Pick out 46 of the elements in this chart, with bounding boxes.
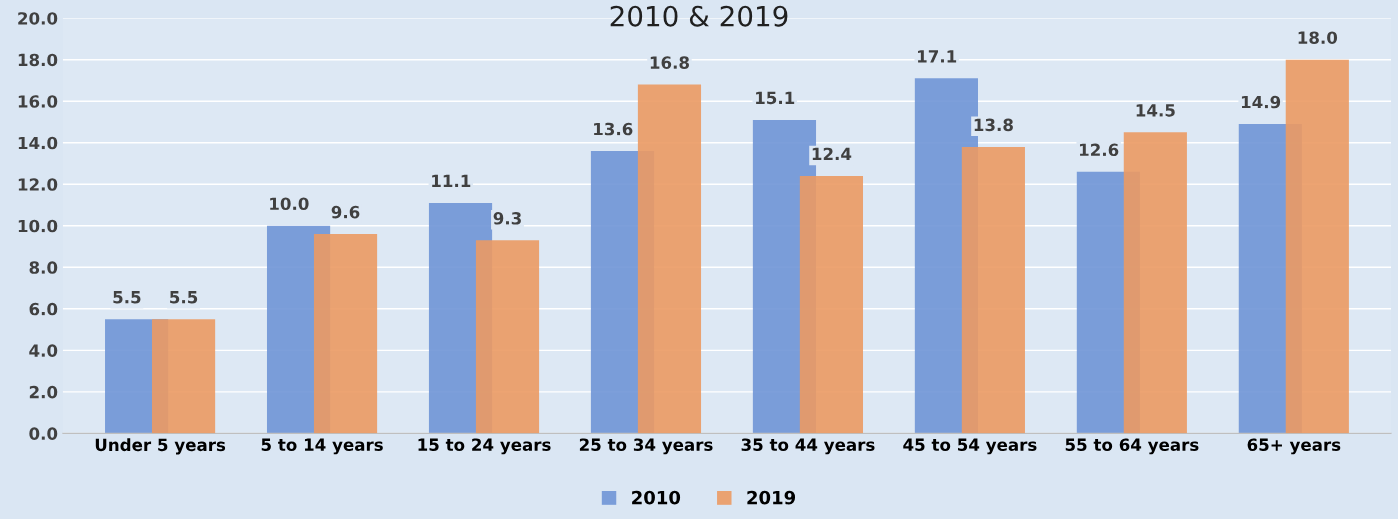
x-tick-label: 65+ years	[1247, 438, 1341, 455]
x-tick-label: 35 to 44 years	[741, 438, 875, 455]
x-tick-label: 5 to 14 years	[261, 438, 383, 455]
y-tick-label: 14.0	[18, 136, 58, 150]
legend-label: 2019	[747, 490, 796, 505]
data-label: 14.9	[1241, 95, 1281, 109]
bar	[313, 234, 378, 434]
bar	[1285, 59, 1349, 434]
data-label: 5.5	[170, 291, 198, 304]
bar	[637, 84, 702, 434]
data-label: 16.8	[650, 56, 689, 69]
bar	[151, 319, 216, 434]
y-tick-label: 10.0	[18, 219, 58, 233]
y-tick-label: 6.0	[29, 302, 58, 316]
x-tick-label: 45 to 54 years	[903, 438, 1037, 455]
data-label: 17.1	[918, 50, 957, 63]
bar	[475, 240, 540, 434]
data-label: 10.0	[270, 197, 309, 211]
bar	[1123, 132, 1187, 434]
data-label: 12.4	[812, 147, 852, 161]
x-tick-label: 25 to 34 years	[579, 438, 713, 455]
y-tick-label: 18.0	[18, 53, 58, 67]
data-label: 14.5	[1136, 104, 1175, 117]
x-tick-label: 55 to 64 years	[1065, 438, 1199, 455]
data-label: 5.5	[113, 291, 141, 304]
data-label: 13.6	[594, 122, 633, 136]
chart-title: 2010 & 2019	[610, 5, 788, 27]
data-label: 18.0	[1298, 31, 1338, 44]
y-tick-label: 20.0	[18, 12, 58, 25]
y-tick-label: 12.0	[18, 178, 58, 191]
data-label: 9.6	[331, 205, 360, 219]
data-label: 12.6	[1079, 143, 1119, 157]
data-label: 13.8	[974, 118, 1013, 132]
y-tick-label: 2.0	[29, 385, 58, 399]
data-label: 15.1	[756, 91, 795, 105]
x-tick-label: 15 to 24 years	[418, 438, 551, 455]
y-tick-label: 4.0	[29, 344, 58, 357]
bar	[799, 175, 864, 434]
bar	[961, 146, 1025, 434]
y-tick-label: 16.0	[18, 95, 58, 108]
y-tick-label: 0.0	[29, 427, 58, 440]
legend-label: 2010	[632, 490, 681, 505]
data-label: 9.3	[493, 212, 521, 225]
data-label: 11.1	[432, 174, 471, 188]
y-tick-label: 8.0	[29, 261, 58, 274]
x-tick-label: Under 5 years	[95, 438, 226, 455]
